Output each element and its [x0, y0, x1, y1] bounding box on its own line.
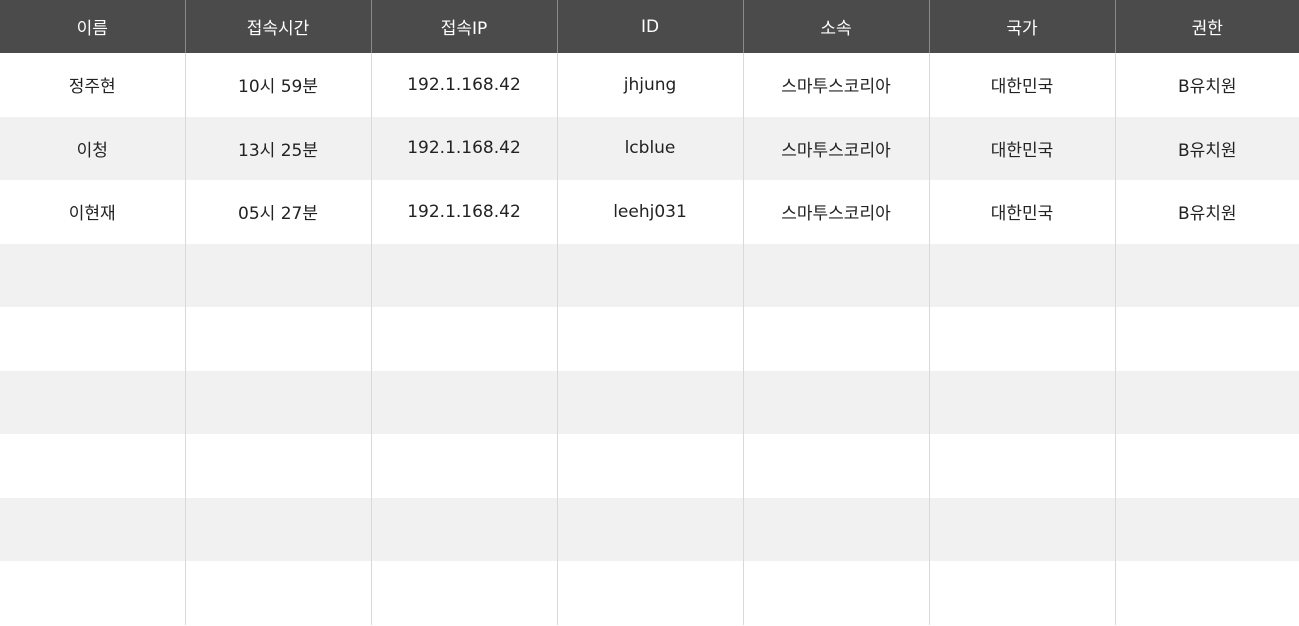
- cell-affiliation: 스마투스코리아: [742, 180, 929, 244]
- cell-permission: B유치원: [1114, 116, 1299, 180]
- cell-id: leehj031: [556, 180, 743, 244]
- table-row[interactable]: 이청 13시 25분 192.1.168.42 lcblue 스마투스코리아 대…: [0, 116, 1299, 180]
- column-header-name[interactable]: 이름: [0, 0, 185, 53]
- cell-affiliation: 스마투스코리아: [742, 53, 929, 117]
- empty-table-row: [0, 243, 1299, 307]
- cell-access-ip: 192.1.168.42: [370, 116, 557, 180]
- empty-table-row: [0, 497, 1299, 561]
- cell-access-time: 05시 27분: [184, 180, 371, 244]
- cell-name: 이청: [0, 116, 185, 180]
- empty-table-row: [0, 307, 1299, 371]
- cell-name: 이현재: [0, 180, 185, 244]
- column-header-access-time[interactable]: 접속시간: [184, 0, 371, 53]
- empty-table-row: [0, 370, 1299, 434]
- cell-access-ip: 192.1.168.42: [370, 53, 557, 117]
- cell-name: 정주현: [0, 53, 185, 117]
- column-header-country[interactable]: 국가: [928, 0, 1115, 53]
- cell-access-time: 10시 59분: [184, 53, 371, 117]
- empty-table-row: [0, 434, 1299, 498]
- cell-access-time: 13시 25분: [184, 116, 371, 180]
- column-header-id[interactable]: ID: [556, 0, 743, 53]
- cell-country: 대한민국: [928, 116, 1115, 180]
- table-row[interactable]: 정주현 10시 59분 192.1.168.42 jhjung 스마투스코리아 …: [0, 53, 1299, 117]
- cell-affiliation: 스마투스코리아: [742, 116, 929, 180]
- cell-id: jhjung: [556, 53, 743, 117]
- cell-access-ip: 192.1.168.42: [370, 180, 557, 244]
- table-body: 정주현 10시 59분 192.1.168.42 jhjung 스마투스코리아 …: [0, 53, 1299, 625]
- cell-permission: B유치원: [1114, 53, 1299, 117]
- table-header: 이름 접속시간 접속IP ID 소속 국가 권한: [0, 0, 1299, 53]
- empty-table-row: [0, 561, 1299, 625]
- cell-permission: B유치원: [1114, 180, 1299, 244]
- column-header-access-ip[interactable]: 접속IP: [370, 0, 557, 53]
- cell-country: 대한민국: [928, 53, 1115, 117]
- column-header-permission[interactable]: 권한: [1114, 0, 1299, 53]
- column-header-affiliation[interactable]: 소속: [742, 0, 929, 53]
- header-row: 이름 접속시간 접속IP ID 소속 국가 권한: [0, 0, 1299, 53]
- cell-country: 대한민국: [928, 180, 1115, 244]
- table-row[interactable]: 이현재 05시 27분 192.1.168.42 leehj031 스마투스코리…: [0, 180, 1299, 244]
- cell-id: lcblue: [556, 116, 743, 180]
